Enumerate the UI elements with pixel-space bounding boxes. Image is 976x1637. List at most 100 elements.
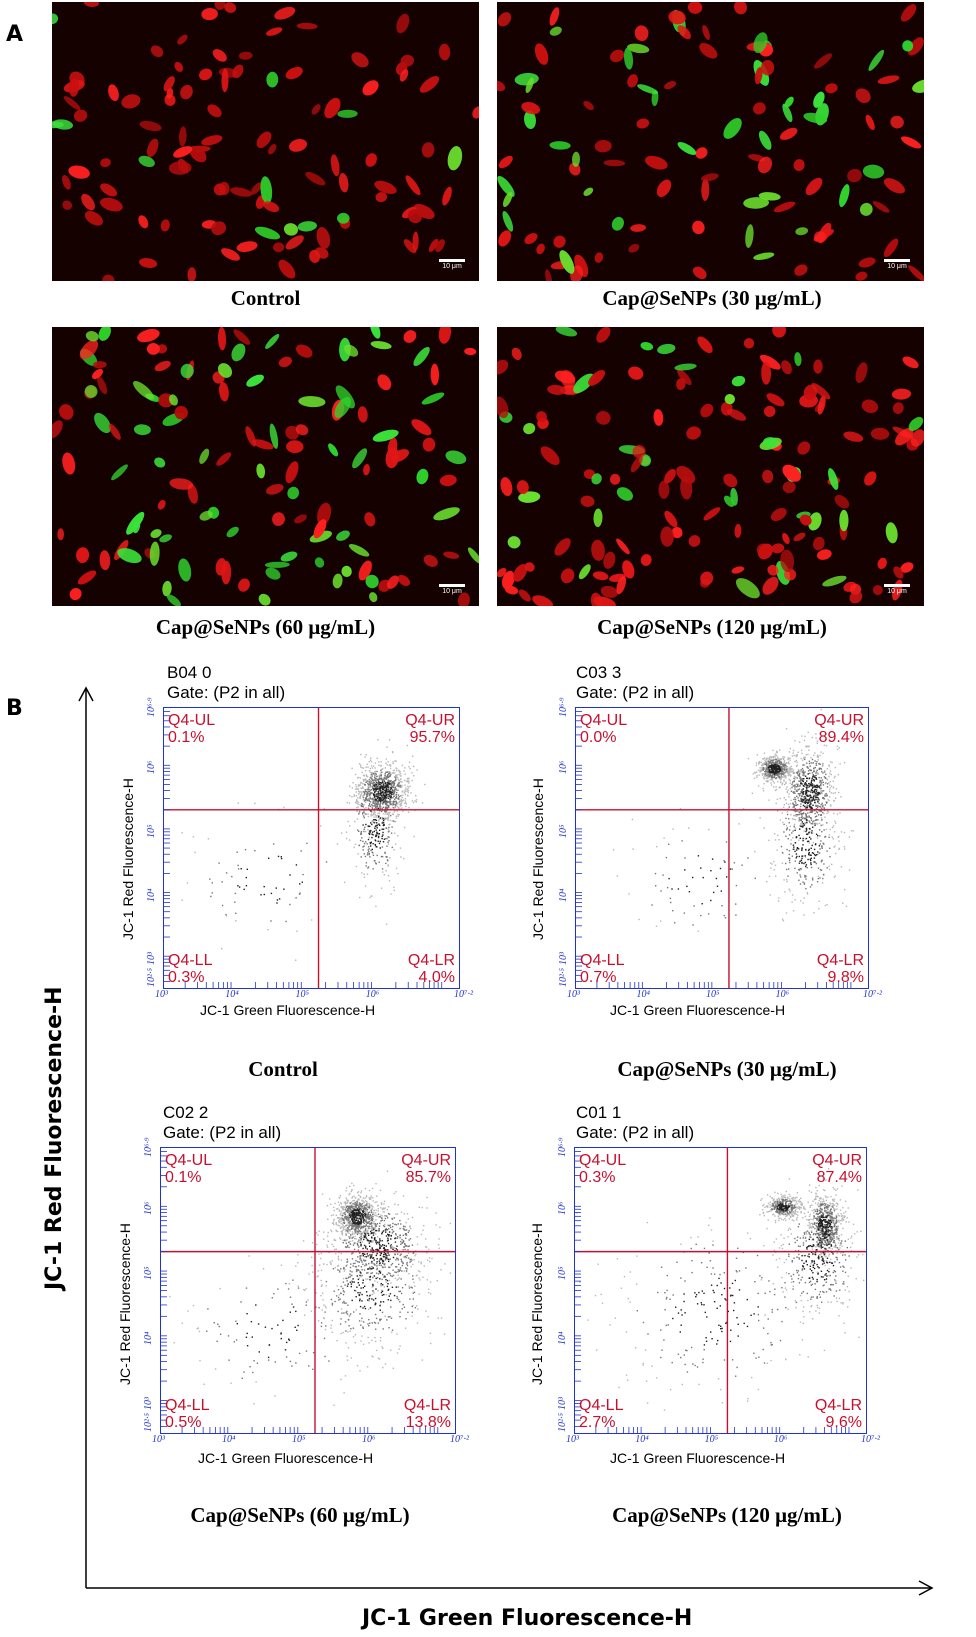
red-cell [858, 257, 876, 268]
event-dot [360, 766, 362, 768]
event-dot [396, 1266, 398, 1268]
event-dot [363, 803, 365, 806]
event-dot [367, 1227, 370, 1229]
event-dot [815, 785, 817, 787]
event-dot [383, 1249, 385, 1252]
event-dot [323, 808, 325, 810]
event-dot [402, 1241, 405, 1243]
red-cell [173, 146, 193, 158]
event-dot [383, 1225, 386, 1228]
event-dot [780, 766, 782, 768]
event-dot [796, 810, 798, 812]
event-dot [399, 775, 402, 777]
event-dot [800, 810, 802, 812]
event-dot [342, 1209, 344, 1211]
event-dot [374, 1225, 377, 1227]
event-dot [328, 1251, 330, 1254]
red-cell [189, 145, 207, 163]
red-cell [423, 554, 438, 567]
event-dot [810, 806, 813, 808]
event-dot [810, 859, 812, 862]
event-dot [363, 1225, 365, 1227]
event-dot [388, 1254, 390, 1256]
event-dot [349, 1243, 351, 1245]
event-dot [831, 826, 834, 829]
event-dot [799, 867, 801, 870]
event-dot [766, 758, 769, 760]
event-dot [655, 925, 658, 927]
event-dot [800, 782, 802, 785]
event-dot [379, 804, 381, 806]
event-dot [758, 763, 760, 765]
event-dot [358, 1211, 360, 1213]
event-dot [805, 754, 807, 756]
event-dot [361, 805, 363, 807]
event-dot [779, 779, 782, 781]
event-dot [397, 797, 400, 799]
event-dot [405, 805, 407, 808]
red-cell [536, 243, 545, 255]
event-dot [765, 777, 767, 779]
red-cell [700, 403, 714, 418]
red-cell [780, 549, 795, 573]
event-dot [395, 1224, 398, 1226]
event-dot [397, 1259, 399, 1261]
event-dot [384, 1217, 387, 1220]
event-dot [356, 1227, 358, 1229]
event-dot [357, 1206, 360, 1208]
event-dot [353, 1209, 355, 1211]
event-dot [782, 763, 784, 765]
event-dot [377, 784, 379, 787]
event-dot [283, 888, 285, 890]
event-dot [397, 778, 400, 781]
event-dot [786, 828, 788, 830]
event-dot [822, 772, 824, 774]
event-dot [766, 768, 768, 771]
event-dot [782, 920, 785, 922]
event-dot [377, 1213, 380, 1215]
event-dot [348, 1211, 350, 1214]
event-dot [796, 847, 799, 849]
red-cell [238, 578, 250, 592]
event-dot [822, 752, 824, 755]
event-dot [346, 1264, 348, 1266]
event-dot [426, 1196, 428, 1199]
event-dot [384, 1223, 386, 1226]
event-dot [405, 1221, 407, 1224]
event-dot [382, 1273, 384, 1276]
event-dot [396, 1237, 399, 1239]
event-dot [371, 778, 373, 780]
event-dot [371, 823, 373, 826]
event-dot [378, 1241, 380, 1243]
event-dot [365, 1207, 367, 1209]
event-dot [440, 1269, 442, 1271]
event-dot [362, 783, 364, 785]
event-dot [762, 767, 765, 769]
event-dot [346, 1199, 348, 1201]
red-cell [758, 543, 773, 560]
y-tick-label: 10³ [146, 952, 157, 966]
event-dot [388, 826, 390, 829]
event-dot [802, 837, 804, 840]
event-dot [386, 1209, 389, 1211]
event-dot [380, 800, 382, 802]
event-dot [782, 821, 784, 824]
event-dot [396, 776, 398, 778]
event-dot [351, 1223, 353, 1225]
event-dot [785, 835, 787, 837]
event-dot [372, 797, 374, 800]
y-tick-label: 10⁶ [558, 760, 569, 775]
event-dot [352, 1244, 355, 1246]
event-dot [366, 795, 368, 798]
event-dot [349, 785, 351, 787]
event-dot [343, 1218, 345, 1220]
event-dot [821, 770, 823, 773]
event-dot [785, 782, 787, 785]
event-dot [399, 1227, 401, 1230]
event-dot [384, 786, 386, 789]
event-dot [389, 772, 391, 775]
green-cell [753, 252, 775, 260]
event-dot [359, 1210, 361, 1212]
event-dot [819, 780, 821, 783]
event-dot [401, 1238, 403, 1241]
